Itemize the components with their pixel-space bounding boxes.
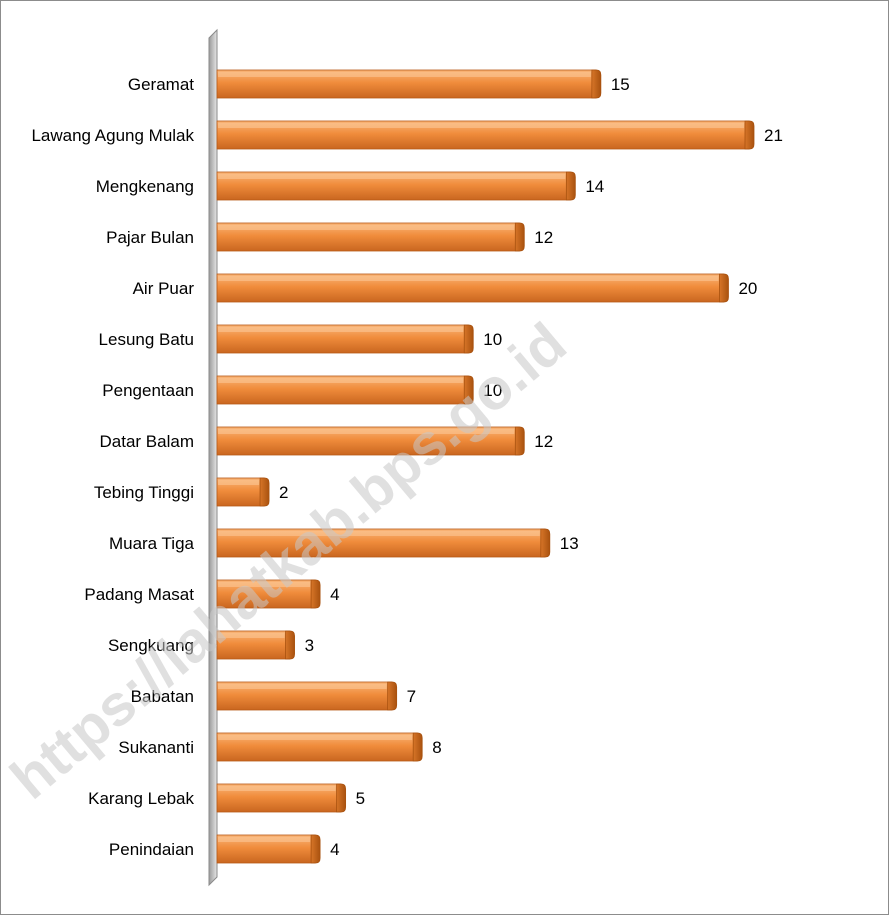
value-label: 21 (764, 126, 783, 145)
bar-end-cap (744, 120, 755, 150)
value-label: 14 (585, 177, 604, 196)
bar-highlight (218, 123, 744, 128)
bar-end-cap (285, 630, 295, 660)
category-label: Muara Tiga (109, 534, 195, 553)
value-label: 8 (432, 738, 441, 757)
value-label: 12 (534, 228, 553, 247)
category-label: Air Puar (133, 279, 195, 298)
category-label: Geramat (128, 75, 194, 94)
value-label: 2 (279, 483, 288, 502)
axis-layer (208, 28, 218, 887)
category-label: Sengkuang (108, 636, 194, 655)
category-label: Lawang Agung Mulak (31, 126, 194, 145)
category-label: Lesung Batu (99, 330, 194, 349)
bar-highlight (218, 225, 515, 230)
bar-end-cap (412, 732, 423, 762)
value-label: 7 (407, 687, 416, 706)
bar-end-cap (591, 69, 602, 99)
category-label: Penindaian (109, 840, 194, 859)
bar-end-cap (514, 222, 525, 252)
bar-highlight (218, 174, 566, 179)
bar-highlight (218, 72, 591, 77)
bar-highlight (218, 327, 464, 332)
value-label: 12 (534, 432, 553, 451)
bar-highlight (218, 837, 311, 842)
bar-highlight (218, 735, 413, 740)
value-label: 3 (305, 636, 314, 655)
value-label: 20 (738, 279, 757, 298)
category-label: Datar Balam (100, 432, 194, 451)
value-label: 13 (560, 534, 579, 553)
labels-layer: Geramat 15 Lawang Agung Mulak 21 Mengkenang 1… (31, 75, 782, 859)
bars-layer (216, 69, 755, 864)
bar-highlight (218, 276, 719, 281)
bar-highlight (218, 582, 311, 587)
bar-end-cap (463, 375, 474, 405)
category-label: Sukananti (118, 738, 194, 757)
category-label: Pajar Bulan (106, 228, 194, 247)
bar-end-cap (719, 273, 729, 303)
bar-end-cap (310, 834, 321, 864)
category-label: Babatan (131, 687, 194, 706)
value-label: 4 (330, 585, 339, 604)
bar-highlight (218, 429, 515, 434)
bar-highlight (218, 378, 464, 383)
bar-end-cap (565, 171, 576, 201)
category-label: Tebing Tinggi (94, 483, 194, 502)
value-label: 10 (483, 330, 502, 349)
value-label: 15 (611, 75, 630, 94)
axis-wall (208, 28, 218, 887)
bar-highlight (218, 633, 285, 638)
category-label: Karang Lebak (88, 789, 194, 808)
bar-highlight (218, 531, 540, 536)
category-label: Pengentaan (102, 381, 194, 400)
bar-end-cap (310, 579, 321, 609)
category-label: Padang Masat (84, 585, 194, 604)
bar-end-cap (540, 528, 551, 558)
bar-highlight (218, 684, 387, 689)
bar-end-cap (514, 426, 525, 456)
category-label: Mengkenang (96, 177, 194, 196)
bar-highlight (218, 480, 260, 485)
bar-end-cap (463, 324, 474, 354)
bar-end-cap (259, 477, 270, 507)
value-label: 10 (483, 381, 502, 400)
bar-highlight (218, 786, 336, 791)
value-label: 4 (330, 840, 339, 859)
value-label: 5 (356, 789, 365, 808)
bar-end-cap (387, 681, 398, 711)
bar-end-cap (336, 783, 347, 813)
